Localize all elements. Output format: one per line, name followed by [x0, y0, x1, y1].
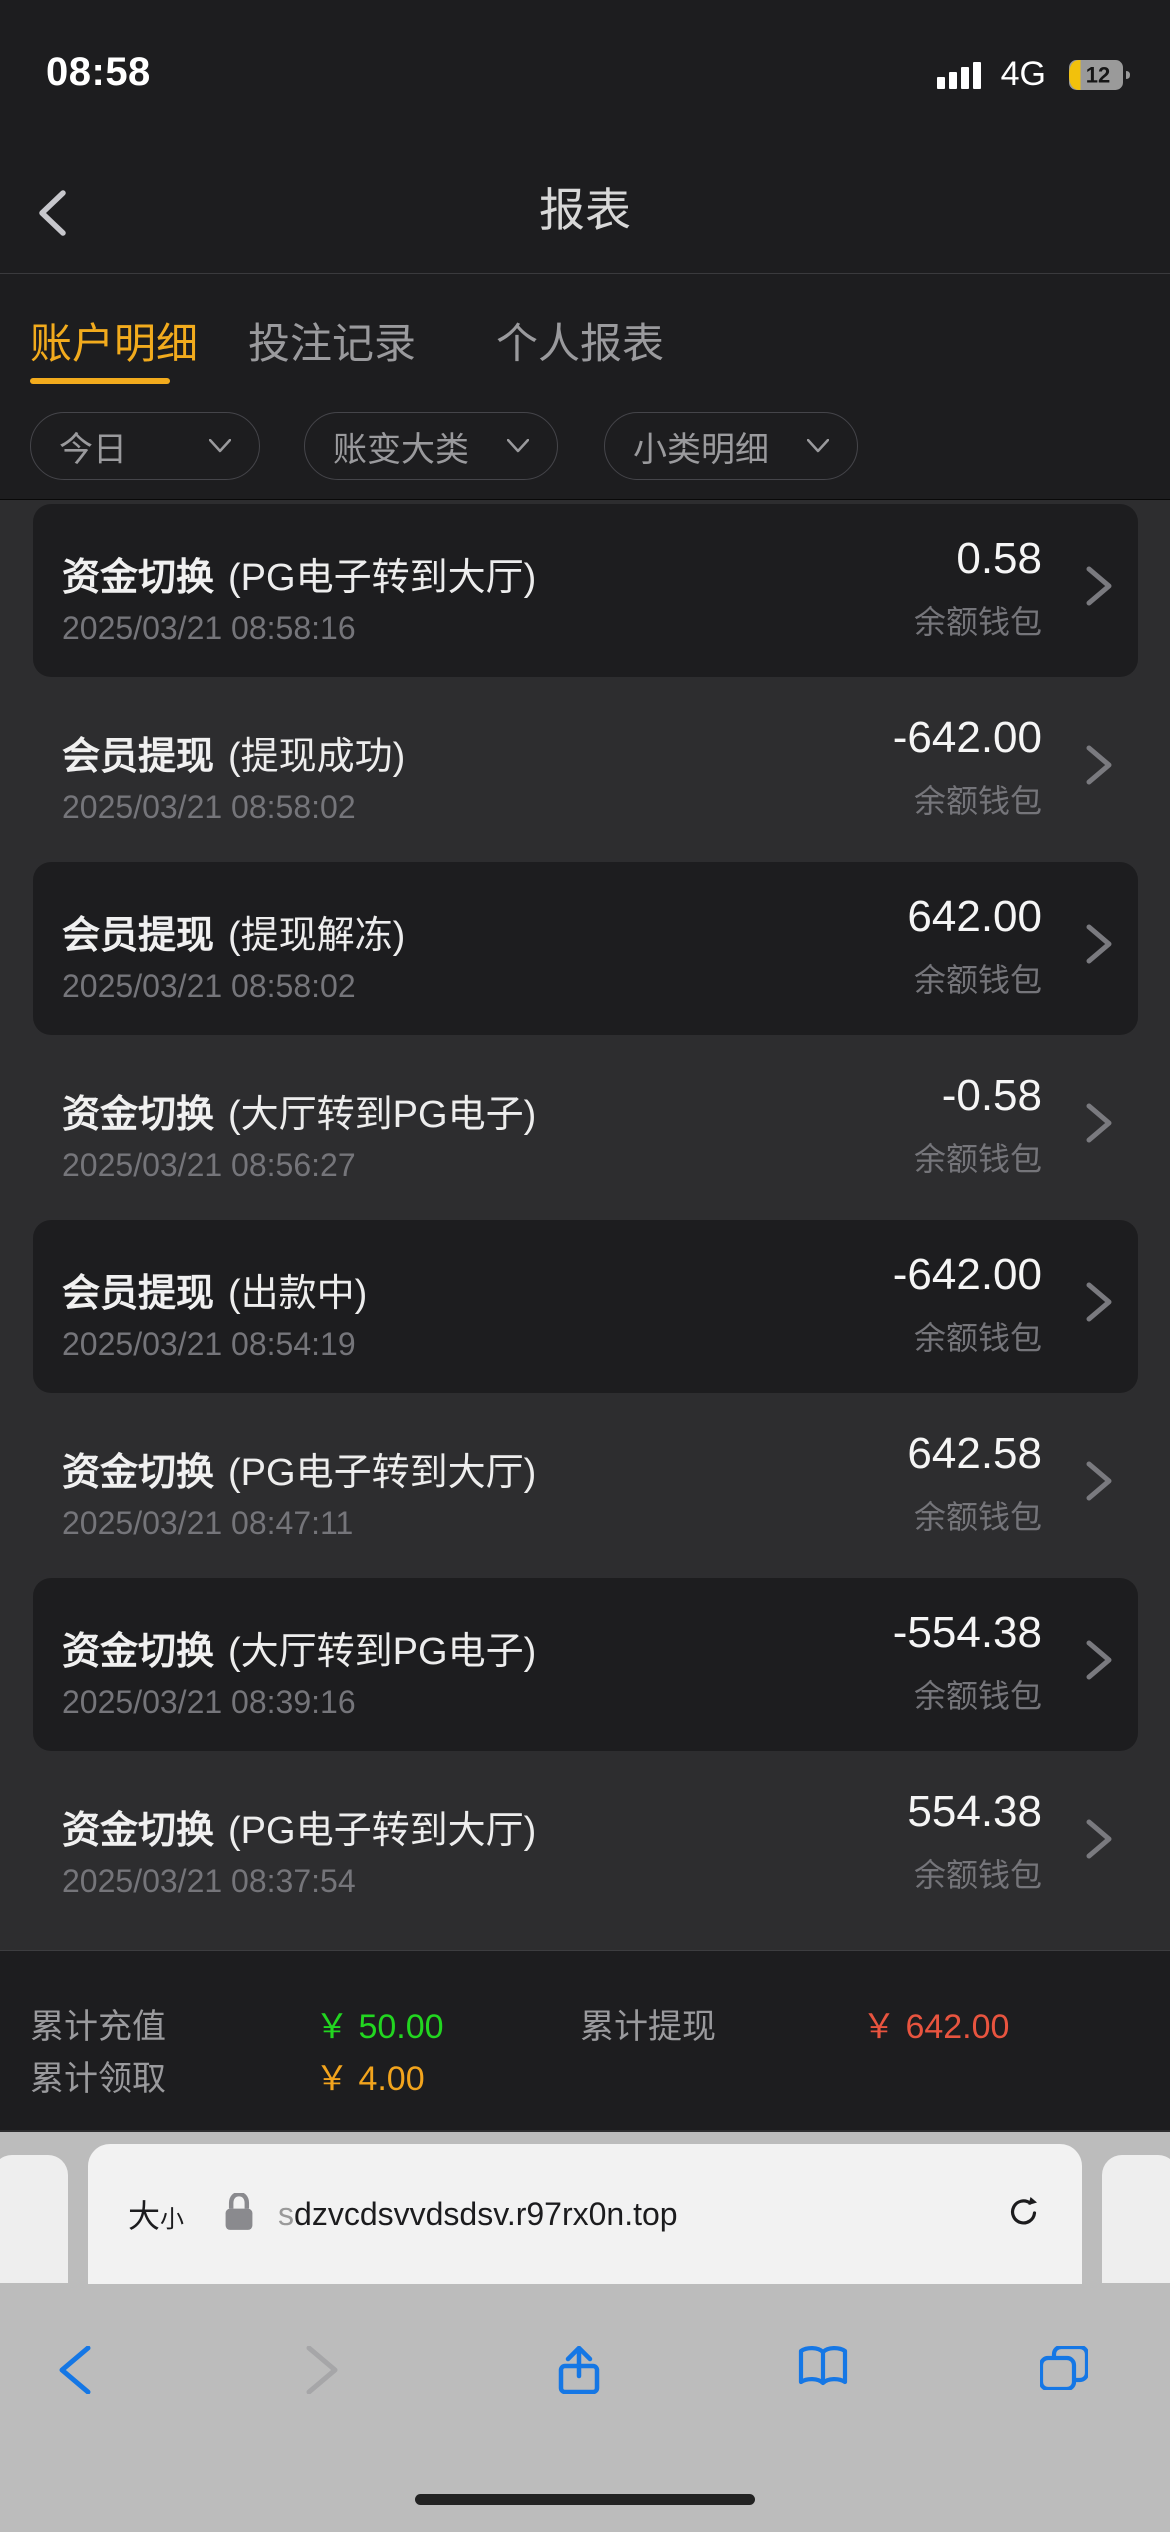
svg-text:12: 12 [1086, 62, 1110, 87]
